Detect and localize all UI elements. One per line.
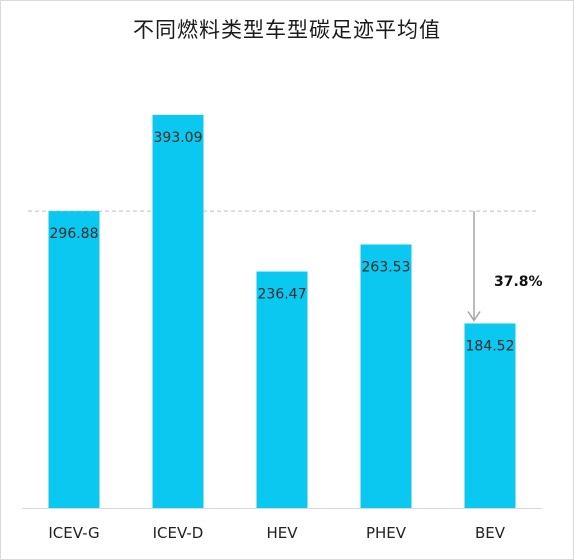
chart-title: 不同燃料类型车型碳足迹平均值 bbox=[133, 18, 441, 42]
bar-bev bbox=[464, 323, 516, 508]
annotation-arrowhead bbox=[467, 311, 481, 322]
bar-icev-g bbox=[48, 211, 100, 508]
annotation-label: 37.8% bbox=[494, 274, 543, 290]
value-label: 184.52 bbox=[466, 338, 515, 354]
bar-phev bbox=[360, 244, 412, 508]
value-label: 236.47 bbox=[258, 287, 307, 303]
bar-icev-d bbox=[152, 114, 204, 508]
category-label: HEV bbox=[266, 524, 298, 542]
value-label: 296.88 bbox=[50, 226, 99, 242]
value-label: 393.09 bbox=[154, 130, 203, 146]
value-label: 263.53 bbox=[362, 259, 411, 275]
category-label: BEV bbox=[475, 524, 506, 542]
category-label: PHEV bbox=[366, 524, 407, 542]
category-label: ICEV-D bbox=[153, 524, 204, 542]
bar-hev bbox=[256, 271, 308, 508]
category-label: ICEV-G bbox=[48, 524, 99, 542]
